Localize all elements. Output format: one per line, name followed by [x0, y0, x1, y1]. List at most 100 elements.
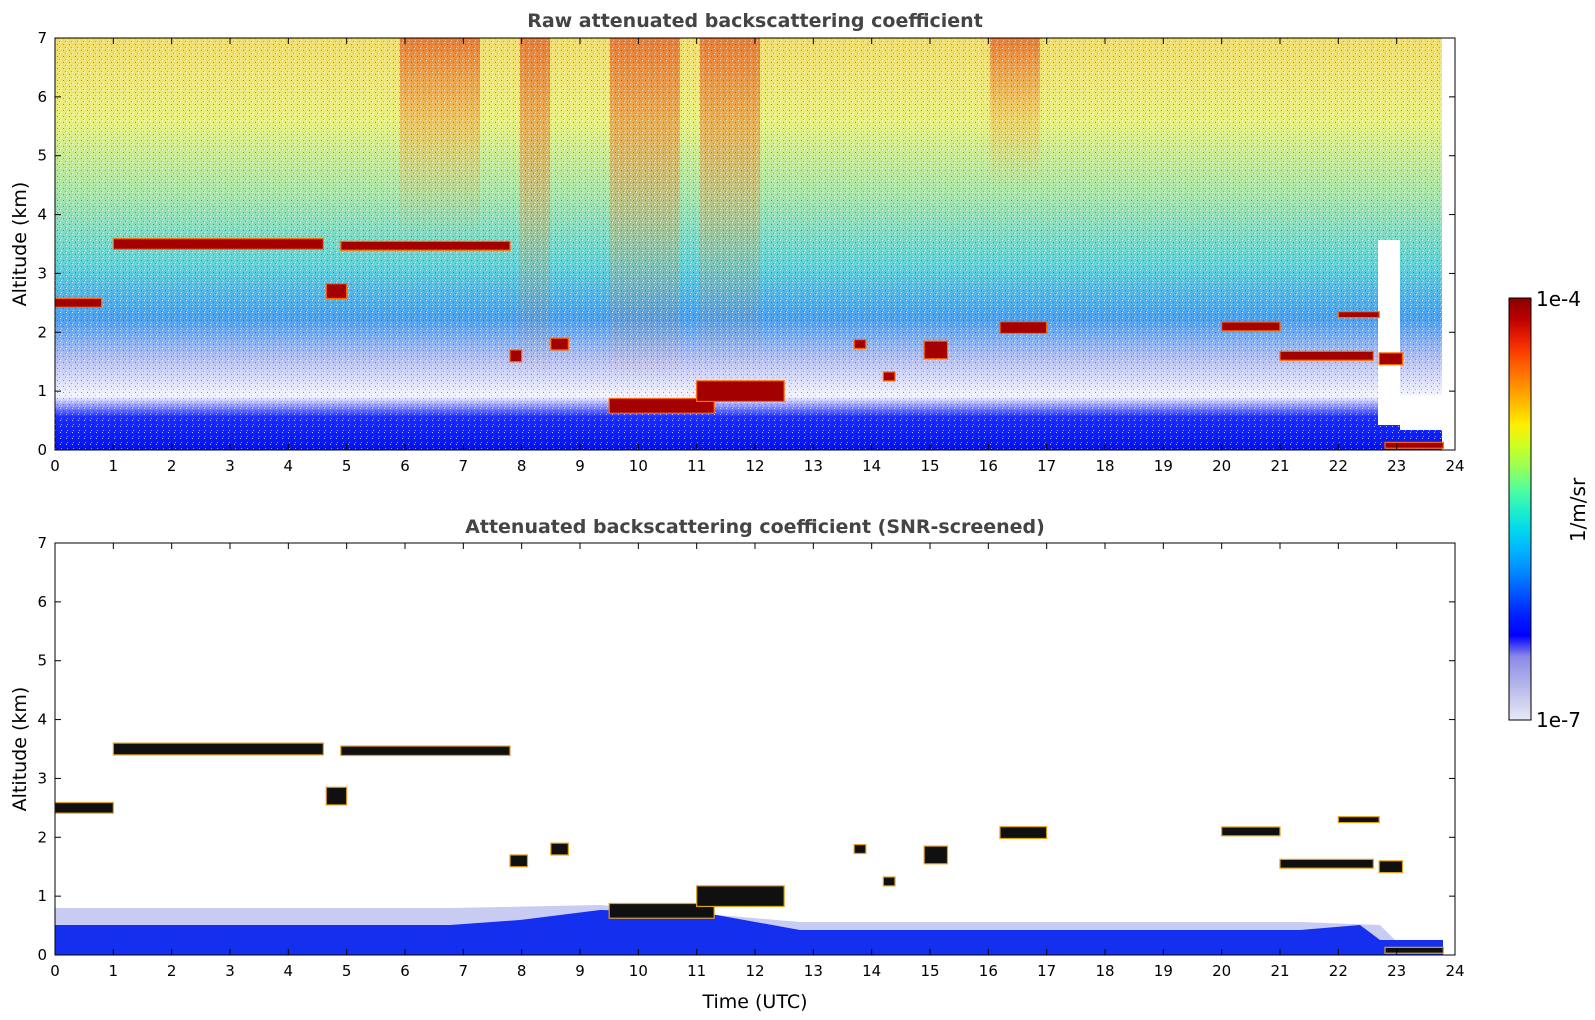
cloud-layer [112, 742, 324, 756]
cloud-layer [999, 321, 1048, 335]
screened-y-ticks: 0 1 2 3 4 5 6 7 [37, 534, 1455, 964]
y-tick-label: 0 [37, 946, 47, 964]
x-tick-label: 23 [1387, 457, 1406, 475]
x-tick-label: 14 [862, 457, 881, 475]
x-tick-label: 13 [804, 457, 823, 475]
colorbar-max-label: 1e-4 [1536, 287, 1581, 311]
x-tick-label: 5 [342, 457, 352, 475]
cloud-layer [340, 745, 511, 757]
y-tick-label: 2 [37, 828, 47, 846]
x-tick-label: 17 [1037, 962, 1056, 980]
y-tick-label: 6 [37, 593, 47, 611]
x-tick-label: 4 [284, 457, 294, 475]
x-tick-label: 0 [50, 962, 60, 980]
screened-y-axis-label: Altitude (km) [9, 687, 31, 812]
x-tick-label: 9 [575, 962, 585, 980]
raw-y-axis-label: Altitude (km) [9, 182, 31, 307]
x-tick-label: 18 [1095, 962, 1114, 980]
x-tick-label: 14 [862, 962, 881, 980]
y-tick-label: 7 [37, 534, 47, 552]
cloud-layer [1221, 826, 1281, 837]
cloud-layer [608, 397, 715, 414]
x-tick-label: 13 [804, 962, 823, 980]
x-tick-label: 7 [459, 962, 469, 980]
cloud-layer [550, 842, 569, 856]
x-tick-label: 10 [629, 457, 648, 475]
screened-x-axis-label: Time (UTC) [701, 991, 807, 1013]
x-tick-label: 10 [629, 962, 648, 980]
x-tick-label: 21 [1270, 457, 1289, 475]
cloud-layer [55, 801, 114, 814]
cloud-layer [550, 337, 569, 351]
cloud-layer [923, 340, 949, 360]
raw-cloud-layers [55, 238, 1444, 449]
raw-x-ticks: 0 1 2 3 4 5 6 7 8 9 10 11 12 13 14 15 16 17 18 19 20 21 22 23 24 [50, 38, 1465, 475]
y-tick-label: 7 [37, 29, 47, 47]
x-tick-label: 20 [1212, 962, 1231, 980]
cloud-layer [325, 786, 348, 806]
y-tick-label: 3 [37, 769, 47, 787]
screened-cloud-layers [55, 742, 1444, 954]
cloud-layer [923, 845, 949, 865]
colorbar-gradient [1508, 297, 1532, 721]
x-tick-label: 21 [1270, 962, 1289, 980]
cloud-layer [509, 349, 523, 363]
x-tick-label: 22 [1329, 457, 1348, 475]
raw-blank-low [1400, 395, 1442, 430]
x-tick-label: 6 [400, 457, 410, 475]
x-tick-label: 15 [920, 962, 939, 980]
y-tick-label: 4 [37, 206, 47, 224]
cloud-layer [55, 297, 103, 308]
panel-raw: Raw attenuated backscattering coefficien… [9, 10, 1465, 475]
y-tick-label: 5 [37, 652, 47, 670]
x-tick-label: 6 [400, 962, 410, 980]
x-tick-label: 19 [1154, 962, 1173, 980]
y-tick-label: 0 [37, 441, 47, 459]
x-tick-label: 16 [979, 962, 998, 980]
cloud-layer [1337, 311, 1380, 319]
panel-screened: Attenuated backscattering coefficient (S… [9, 516, 1465, 1013]
x-tick-label: 11 [687, 962, 706, 980]
y-tick-label: 6 [37, 88, 47, 106]
y-tick-label: 1 [37, 382, 47, 400]
x-tick-label: 22 [1329, 962, 1348, 980]
x-tick-label: 23 [1387, 962, 1406, 980]
x-tick-label: 18 [1095, 457, 1114, 475]
x-tick-label: 1 [109, 457, 119, 475]
cloud-layer [1279, 858, 1374, 869]
x-tick-label: 2 [167, 457, 177, 475]
cloud-layer [509, 854, 529, 868]
x-tick-label: 19 [1154, 457, 1173, 475]
x-tick-label: 5 [342, 962, 352, 980]
x-tick-label: 24 [1445, 457, 1464, 475]
x-tick-label: 3 [225, 457, 235, 475]
cloud-layer [999, 826, 1048, 840]
cloud-layer [1378, 860, 1404, 874]
y-tick-label: 4 [37, 711, 47, 729]
y-tick-label: 5 [37, 147, 47, 165]
x-tick-label: 12 [745, 962, 764, 980]
cloud-layer [1279, 350, 1374, 361]
cloud-layer [696, 885, 785, 908]
colorbar: 1e-4 1e-7 1/m/sr [1508, 287, 1590, 732]
x-tick-label: 8 [517, 962, 527, 980]
x-tick-label: 16 [979, 457, 998, 475]
panel-raw-title: Raw attenuated backscattering coefficien… [527, 10, 983, 32]
cloud-layer [1384, 946, 1444, 954]
cloud-layer [112, 238, 324, 250]
x-tick-label: 4 [284, 962, 294, 980]
cloud-layer [853, 339, 867, 350]
screened-heatmap [55, 543, 1455, 955]
cloud-layer [882, 876, 896, 887]
cloud-layer [1337, 816, 1380, 824]
x-tick-label: 8 [517, 457, 527, 475]
panel-screened-title: Attenuated backscattering coefficient (S… [465, 516, 1045, 538]
cloud-layer [1221, 321, 1281, 332]
x-tick-label: 11 [687, 457, 706, 475]
cloud-layer [325, 283, 348, 300]
x-tick-label: 15 [920, 457, 939, 475]
x-tick-label: 0 [50, 457, 60, 475]
cloud-layer [1384, 441, 1444, 449]
raw-blank-gap [1378, 240, 1400, 425]
cloud-layer [882, 371, 896, 382]
